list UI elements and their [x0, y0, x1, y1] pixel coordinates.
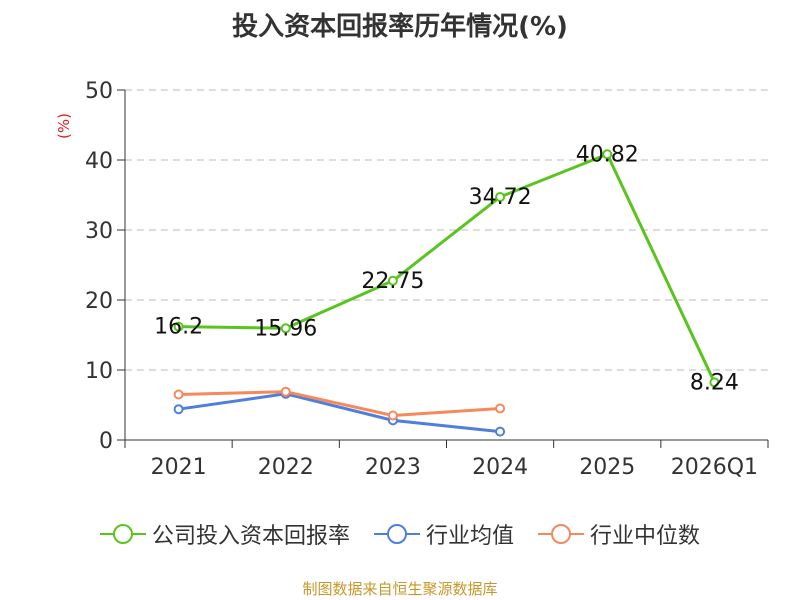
- y-tick-label: 0: [99, 429, 113, 454]
- data-label: 34.72: [469, 185, 532, 210]
- data-point[interactable]: [495, 403, 506, 414]
- data-point[interactable]: [387, 410, 398, 421]
- y-tick-label: 50: [85, 79, 113, 104]
- x-tick-label: 2022: [258, 455, 314, 480]
- data-point[interactable]: [280, 386, 291, 397]
- legend-label-company: 公司投入资本回报率: [151, 524, 350, 549]
- legend-line-marker-icon: [99, 524, 146, 544]
- data-label: 22.75: [361, 269, 424, 294]
- legend-label-industry-median: 行业中位数: [590, 524, 701, 549]
- legend-label-industry-average: 行业均值: [425, 524, 514, 549]
- data-label: 8.24: [690, 370, 739, 395]
- data-label: 15.96: [254, 316, 317, 341]
- legend-item-company[interactable]: 公司投入资本回报率: [99, 518, 350, 550]
- series-line-0: [178, 152, 716, 383]
- data-labels: 16.2 15.96 22.75 34.72 40.82 8.24: [154, 142, 739, 395]
- x-tick-label: 2024: [472, 455, 528, 480]
- x-tick-label: 2023: [365, 455, 421, 480]
- y-tick-label: 40: [85, 149, 113, 174]
- data-point[interactable]: [495, 191, 506, 202]
- data-point[interactable]: [387, 275, 398, 286]
- series-line-2: [178, 390, 501, 418]
- x-tick-label: 2021: [151, 455, 207, 480]
- data-point[interactable]: [602, 149, 613, 160]
- series-layer: [173, 149, 720, 437]
- axes: 0 10 20 30 40 50 2021 2022 2023 2024 2025 2026Q1: [85, 79, 769, 480]
- data-point[interactable]: [495, 426, 506, 437]
- data-point[interactable]: [173, 404, 184, 415]
- x-tick-label: 2025: [579, 455, 635, 480]
- legend-item-industry-median[interactable]: 行业中位数: [538, 518, 700, 550]
- chart-title: 投入资本回报率历年情况(%): [232, 12, 568, 42]
- y-tick-label: 20: [85, 289, 113, 314]
- data-point[interactable]: [280, 323, 291, 334]
- legend-line-marker-icon: [373, 524, 420, 544]
- legend-item-industry-average[interactable]: 行业均值: [373, 518, 514, 550]
- source-note: 制图数据来自恒生聚源数据库: [302, 580, 498, 598]
- y-tick-label: 10: [85, 359, 113, 384]
- data-label: 16.2: [154, 315, 203, 340]
- series-line-1: [178, 392, 501, 434]
- data-point[interactable]: [709, 377, 720, 388]
- data-label: 40.82: [576, 142, 639, 167]
- x-tick-label: 2026Q1: [671, 455, 758, 480]
- data-point[interactable]: [173, 321, 184, 332]
- legend-line-marker-icon: [538, 524, 584, 544]
- y-tick-label: 30: [85, 219, 113, 244]
- data-point[interactable]: [173, 389, 184, 400]
- y-axis-label: (%): [55, 113, 73, 139]
- legend: 公司投入资本回报率 行业均值 行业中位数: [0, 518, 800, 550]
